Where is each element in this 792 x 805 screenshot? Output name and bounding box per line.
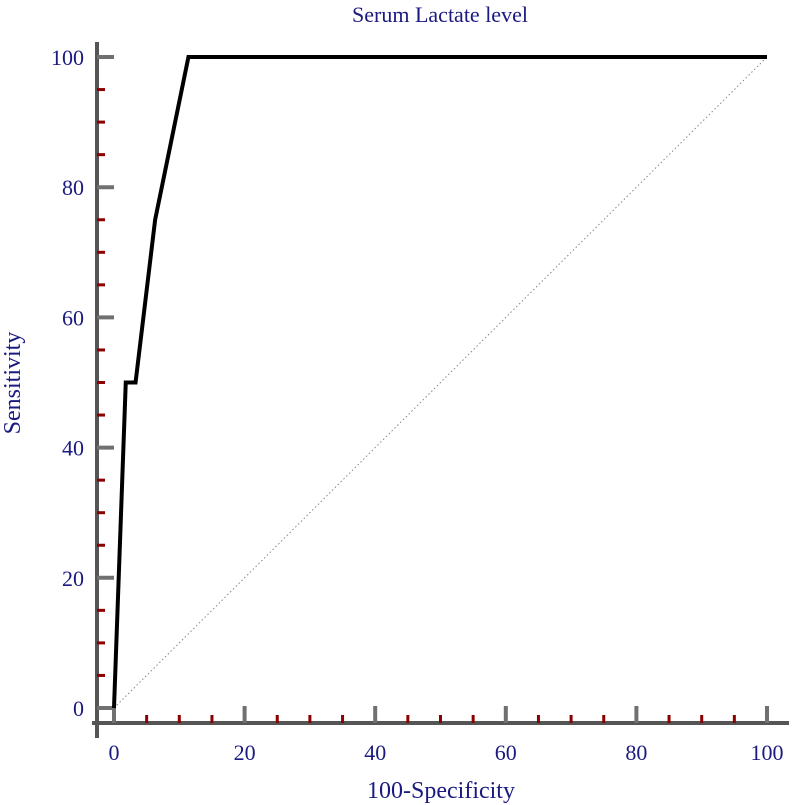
reference-diagonal xyxy=(113,56,768,709)
roc-curve-line xyxy=(112,55,767,709)
y-tick-label: 0 xyxy=(73,696,84,721)
y-tick-label: 40 xyxy=(62,436,84,461)
y-tick-label: 100 xyxy=(51,45,84,70)
x-tick-label: 80 xyxy=(625,740,647,765)
x-axis-label: 100-Specificity xyxy=(367,778,515,804)
x-tick-label: 40 xyxy=(364,740,386,765)
chart-title: Serum Lactate level xyxy=(352,2,528,27)
x-tick-label: 20 xyxy=(234,740,256,765)
roc-series xyxy=(112,55,767,709)
x-tick-label: 60 xyxy=(495,740,517,765)
x-axis-ticks: 0 20 40 60 80 100 xyxy=(109,706,784,765)
y-tick-label: 80 xyxy=(62,175,84,200)
x-tick-label: 100 xyxy=(751,740,784,765)
y-axis-ticks: 0 20 40 60 80 100 xyxy=(51,45,114,721)
y-tick-label: 20 xyxy=(62,566,84,591)
y-axis-label: Sensitivity xyxy=(0,332,26,435)
axes xyxy=(92,42,789,738)
reference-line xyxy=(113,56,768,709)
x-tick-label: 0 xyxy=(109,740,120,765)
y-tick-label: 60 xyxy=(62,305,84,330)
